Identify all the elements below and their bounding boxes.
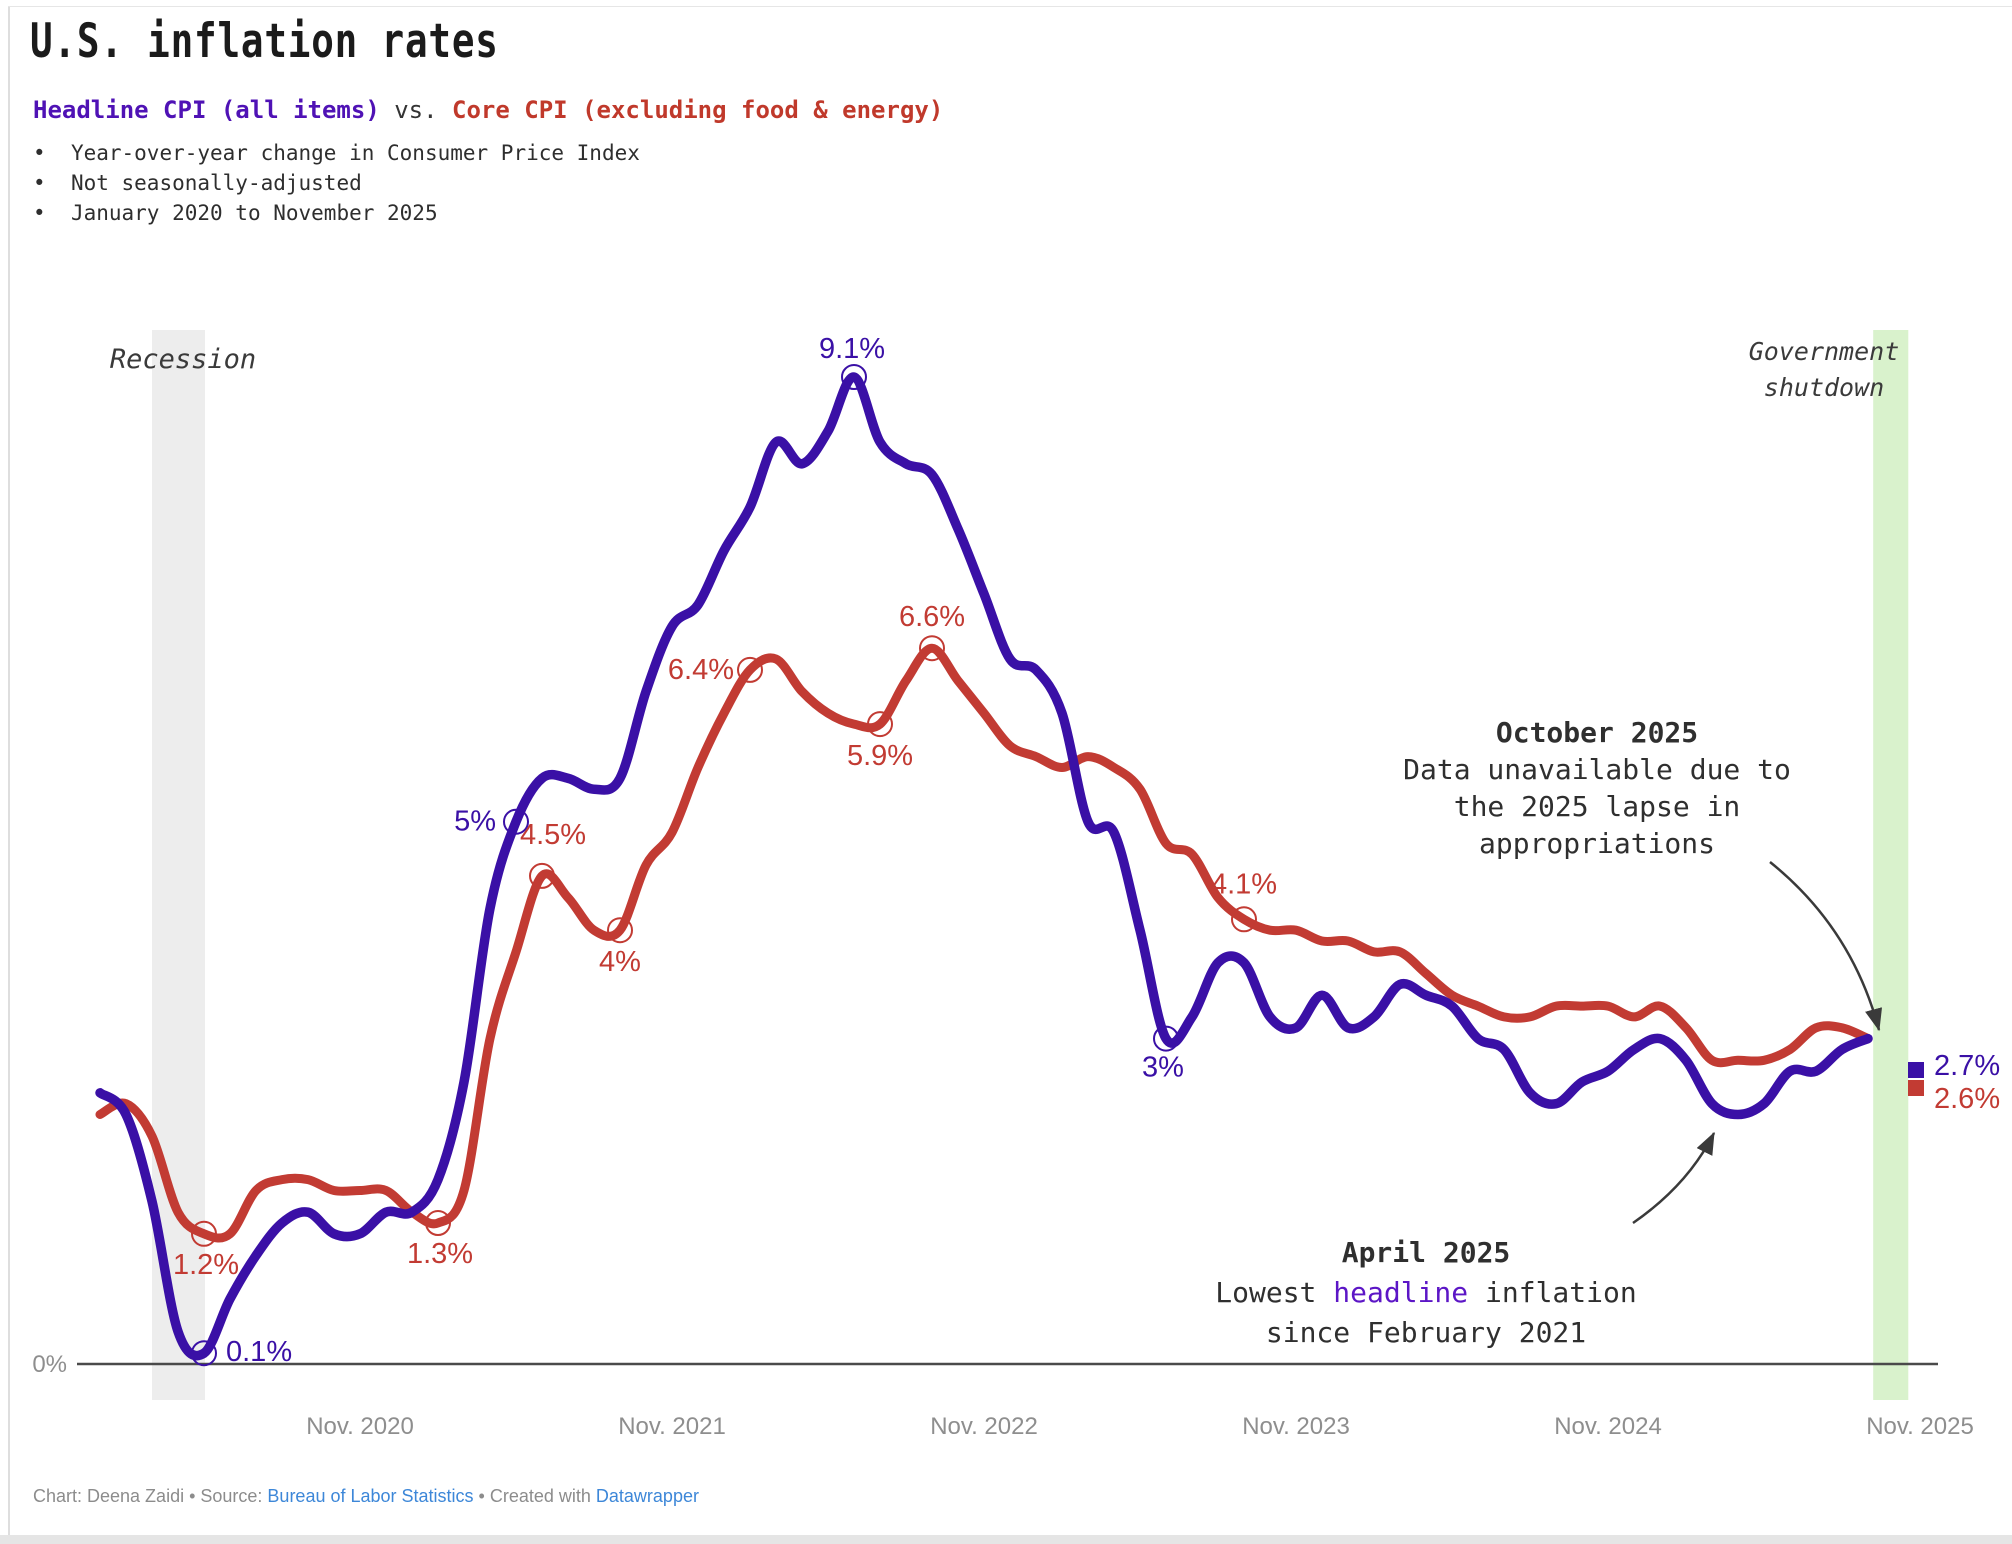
page-top-border xyxy=(8,6,2012,7)
april-annotation: April 2025 Lowest headline inflation sin… xyxy=(1215,1233,1636,1353)
october-annotation-title: October 2025 xyxy=(1495,716,1699,749)
core-value-label: 1.3% xyxy=(407,1238,473,1270)
page-bottom-strip xyxy=(0,1535,2012,1544)
x-tick-label: Nov. 2024 xyxy=(1554,1413,1662,1440)
october-arrow xyxy=(1769,861,1883,1032)
subtitle-vs: vs. xyxy=(379,96,453,124)
core-value-label: 6.6% xyxy=(899,601,965,633)
april-annotation-line1: Lowest headline inflation xyxy=(1215,1273,1636,1313)
point-markers xyxy=(191,364,1257,1367)
core-value-label: 1.2% xyxy=(173,1249,239,1281)
april-line1-pre: Lowest xyxy=(1215,1276,1334,1309)
x-tick-label: Nov. 2020 xyxy=(306,1413,414,1440)
legend-headline-label: Headline CPI (all items) xyxy=(33,96,380,124)
shutdown-annotation-line2: shutdown xyxy=(1763,373,1885,402)
headline-point-marker xyxy=(841,364,867,390)
core-value-label: 5.9% xyxy=(847,740,913,772)
headline-value-label: 0.1% xyxy=(226,1336,292,1368)
x-tick-label: Nov. 2022 xyxy=(930,1413,1038,1440)
x-tick-label: Nov. 2023 xyxy=(1242,1413,1350,1440)
core-point-marker xyxy=(737,656,763,683)
october-annotation-line2: the 2025 lapse in xyxy=(1453,790,1741,823)
shutdown-annotation-line1: Government xyxy=(1748,337,1900,366)
headline-value-label: 5% xyxy=(454,806,496,838)
core-point-marker xyxy=(919,635,945,662)
core-point-marker xyxy=(607,917,633,944)
april-line1-highlight: headline xyxy=(1333,1276,1469,1309)
core-legend-swatch xyxy=(1908,1080,1924,1096)
headline-value-label: 3% xyxy=(1142,1052,1184,1084)
attribution-footer: Chart: Deena Zaidi • Source: Bureau of L… xyxy=(33,1486,699,1507)
april-annotation-line2: since February 2021 xyxy=(1265,1316,1587,1349)
chart-notes: Year-over-year change in Consumer Price … xyxy=(33,138,640,228)
creator-link[interactable]: Datawrapper xyxy=(595,1486,699,1506)
note-line: Year-over-year change in Consumer Price … xyxy=(33,138,640,168)
note-line: January 2020 to November 2025 xyxy=(33,198,640,228)
series-lines xyxy=(95,372,1873,1361)
x-tick-label: Nov. 2021 xyxy=(618,1413,726,1440)
chart-subtitle: Headline CPI (all items) vs. Core CPI (e… xyxy=(33,96,943,124)
x-tick-label: Nov. 2025 xyxy=(1866,1413,1974,1440)
shutdown-annotation: Government shutdown xyxy=(1749,334,1900,406)
core-value-label: 4.5% xyxy=(520,819,586,851)
legend-core-label: Core CPI (excluding food & energy) xyxy=(452,96,944,124)
core-value-label: 4% xyxy=(599,946,641,978)
core-value-label: 6.4% xyxy=(668,654,734,686)
source-link[interactable]: Bureau of Labor Statistics xyxy=(267,1486,474,1506)
core-point-marker xyxy=(1231,906,1257,933)
footer-middle: • Created with xyxy=(473,1486,596,1506)
page-left-border xyxy=(8,6,10,1536)
april-annotation-title: April 2025 xyxy=(1341,1236,1511,1269)
note-line: Not seasonally-adjusted xyxy=(33,168,640,198)
annotation-arrows xyxy=(1632,861,1883,1225)
recession-annotation: Recession xyxy=(109,344,257,375)
axis: 0% Nov. 2020 Nov. 2021 Nov. 2022 Nov. 2023 No… xyxy=(32,1351,1974,1440)
end-value-labels: 2.7%2.6% xyxy=(1908,1050,2000,1115)
headline-latest-value-label: 2.7% xyxy=(1934,1050,2000,1082)
core-value-label: 4.1% xyxy=(1211,868,1277,900)
april-arrow xyxy=(1632,1131,1716,1225)
page-title: U.S. inflation rates xyxy=(30,14,499,69)
headline-legend-swatch xyxy=(1908,1062,1924,1078)
headline-line xyxy=(95,372,1873,1361)
headline-value-label: 9.1% xyxy=(819,333,885,365)
april-line1-post: inflation xyxy=(1468,1276,1637,1309)
core-line xyxy=(95,643,1873,1243)
y-axis-zero-label: 0% xyxy=(32,1351,67,1378)
october-annotation-line3: appropriations xyxy=(1478,827,1716,860)
point-labels: 0.1% 5% 9.1% 3% 1.2% 1.3% 4.5% 4% 6.4% 5.9% 6.6% 4.… xyxy=(173,333,1277,1368)
core-latest-value-label: 2.6% xyxy=(1934,1083,2000,1115)
october-annotation-line1: Data unavailable due to xyxy=(1403,753,1791,786)
october-annotation: October 2025 Data unavailable due to the… xyxy=(1403,714,1791,862)
shutdown-band xyxy=(1873,330,1909,1400)
footer-prefix: Chart: Deena Zaidi • Source: xyxy=(33,1486,268,1506)
